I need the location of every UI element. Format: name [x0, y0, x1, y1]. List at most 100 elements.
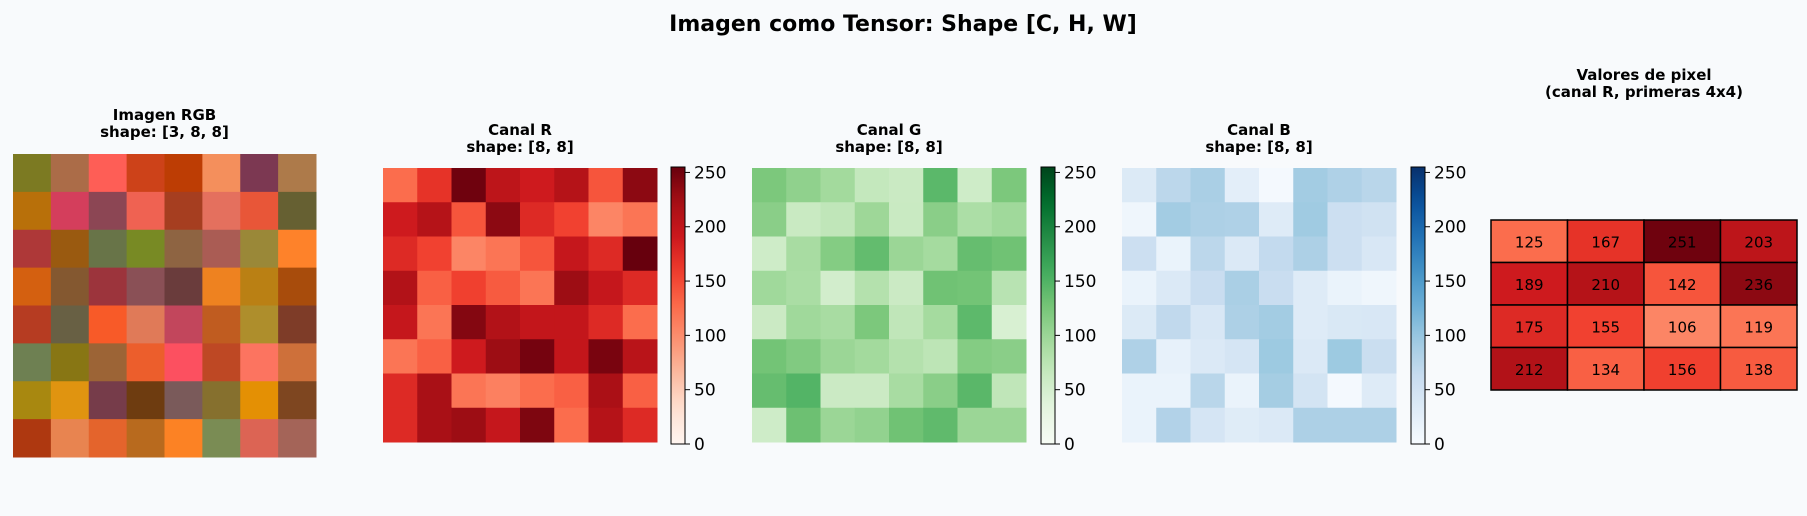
pixel-table-value: 156 [1668, 361, 1697, 379]
rgb-pixel [164, 229, 203, 269]
rgb-pixel [240, 343, 279, 382]
channel-r-cell [451, 373, 487, 409]
channel-r-title: Canal R [488, 121, 552, 139]
pixel-table-value: 106 [1668, 318, 1697, 336]
channel-b-cell [1259, 373, 1294, 409]
channel-r-cell [520, 236, 555, 272]
channel-b-cell [1259, 339, 1294, 374]
rgb-pixel [240, 305, 279, 344]
channel-g-colorbar: 0 50 100 150 200 250 [1040, 163, 1096, 455]
channel-r-cell [451, 236, 487, 272]
channel-g-cell [854, 305, 890, 340]
channel-b-cell [1122, 305, 1157, 340]
rgb-pixel [164, 191, 203, 231]
channel-r-subtitle: shape: [8, 8] [466, 138, 573, 156]
channel-g-cell [991, 407, 1027, 443]
rgb-pixel [126, 305, 165, 344]
rgb-pixel [50, 191, 90, 231]
channel-g-cell [820, 236, 856, 272]
channel-b-cell [1293, 407, 1328, 443]
channel-r-colorbar: 0 50 100 150 200 250 [670, 163, 726, 455]
channel-r-heatmap [383, 168, 658, 443]
channel-r-colorbar-tick-label: 100 [694, 326, 726, 346]
channel-b-cell [1224, 407, 1260, 443]
channel-r-colorbar-tick-label: 150 [694, 272, 726, 292]
channel-b-cell [1156, 373, 1191, 409]
channel-b-title: Canal B [1227, 121, 1291, 139]
channel-r-cell [520, 270, 555, 306]
channel-r-cell [622, 168, 658, 203]
channel-b-cell [1122, 373, 1157, 409]
rgb-pixel [13, 381, 52, 420]
pixel-table-cell [1719, 261, 1798, 306]
rgb-pixel [126, 191, 165, 231]
channel-b-cell [1156, 202, 1191, 237]
pixel-table-value: 189 [1515, 276, 1544, 294]
channel-g-cell [923, 373, 958, 409]
rgb-image-subtitle: shape: [3, 8, 8] [100, 123, 229, 141]
channel-g-cell [752, 270, 787, 306]
channel-r-cell [622, 339, 658, 374]
rgb-pixel [202, 229, 241, 269]
channel-b-colorbar-tick-label: 50 [1434, 381, 1456, 401]
rgb-pixel [88, 381, 128, 420]
channel-g-cell [752, 168, 787, 203]
channel-r-cell [485, 236, 521, 272]
channel-g-cell [923, 236, 958, 272]
channel-r-cell [417, 168, 452, 203]
rgb-pixel [88, 305, 128, 344]
rgb-pixel [240, 267, 279, 306]
rgb-pixel [240, 229, 279, 269]
channel-r-cell [485, 373, 521, 409]
pixel-table-value: 203 [1744, 233, 1773, 251]
channel-g-cell [957, 270, 993, 306]
channel-g-cell [854, 373, 890, 409]
channel-r-cell [383, 339, 418, 374]
channel-g-cell [991, 373, 1027, 409]
channel-r-cell [383, 236, 418, 272]
channel-g-cell [854, 407, 890, 443]
rgb-pixel [164, 267, 203, 306]
channel-b-cell [1259, 305, 1294, 340]
channel-b-cell [1156, 407, 1191, 443]
rgb-pixel [126, 419, 165, 458]
channel-r-cell [554, 270, 589, 306]
rgb-pixel [126, 154, 165, 193]
channel-b-cell [1361, 168, 1397, 203]
channel-g-subtitle: shape: [8, 8] [835, 138, 942, 156]
rgb-pixel [202, 419, 241, 458]
channel-b-cell [1293, 373, 1328, 409]
rgb-pixel [88, 229, 128, 269]
channel-g-cell [752, 305, 787, 340]
pixel-table-value: 175 [1515, 318, 1544, 336]
channel-r-cell [588, 270, 624, 306]
rgb-pixel [202, 154, 241, 193]
figure-title: Imagen como Tensor: Shape [C, H, W] [669, 12, 1137, 37]
channel-b-cell [1327, 236, 1363, 272]
channel-b-cell [1293, 339, 1328, 374]
channel-b-cell [1190, 305, 1226, 340]
rgb-pixel [164, 381, 203, 420]
rgb-pixel [278, 229, 317, 269]
rgb-pixel [240, 419, 279, 458]
channel-r-colorbar-tick-label: 250 [694, 163, 726, 183]
channel-b-cell [1190, 236, 1226, 272]
channel-g-cell [889, 236, 924, 272]
channel-r-cell [520, 407, 555, 443]
pixel-table-value: 212 [1515, 361, 1544, 379]
pixel-table-cell [1566, 261, 1645, 306]
channel-r-cell [383, 202, 418, 237]
channel-g-cell [854, 168, 890, 203]
channel-g-cell [820, 373, 856, 409]
channel-g-cell [923, 202, 958, 237]
channel-b-cell [1327, 202, 1363, 237]
rgb-pixel [202, 305, 241, 344]
channel-g-cell [923, 270, 958, 306]
channel-r-cell [451, 168, 487, 203]
rgb-image-title: Imagen RGB [113, 106, 216, 124]
channel-g-colorbar-tick-label: 150 [1064, 272, 1096, 292]
channel-g-cell [957, 168, 993, 203]
channel-b-cell [1122, 236, 1157, 272]
pixel-table-subtitle: (canal R, primeras 4x4) [1545, 83, 1743, 101]
channel-g-colorbar-tick-label: 250 [1064, 163, 1096, 183]
